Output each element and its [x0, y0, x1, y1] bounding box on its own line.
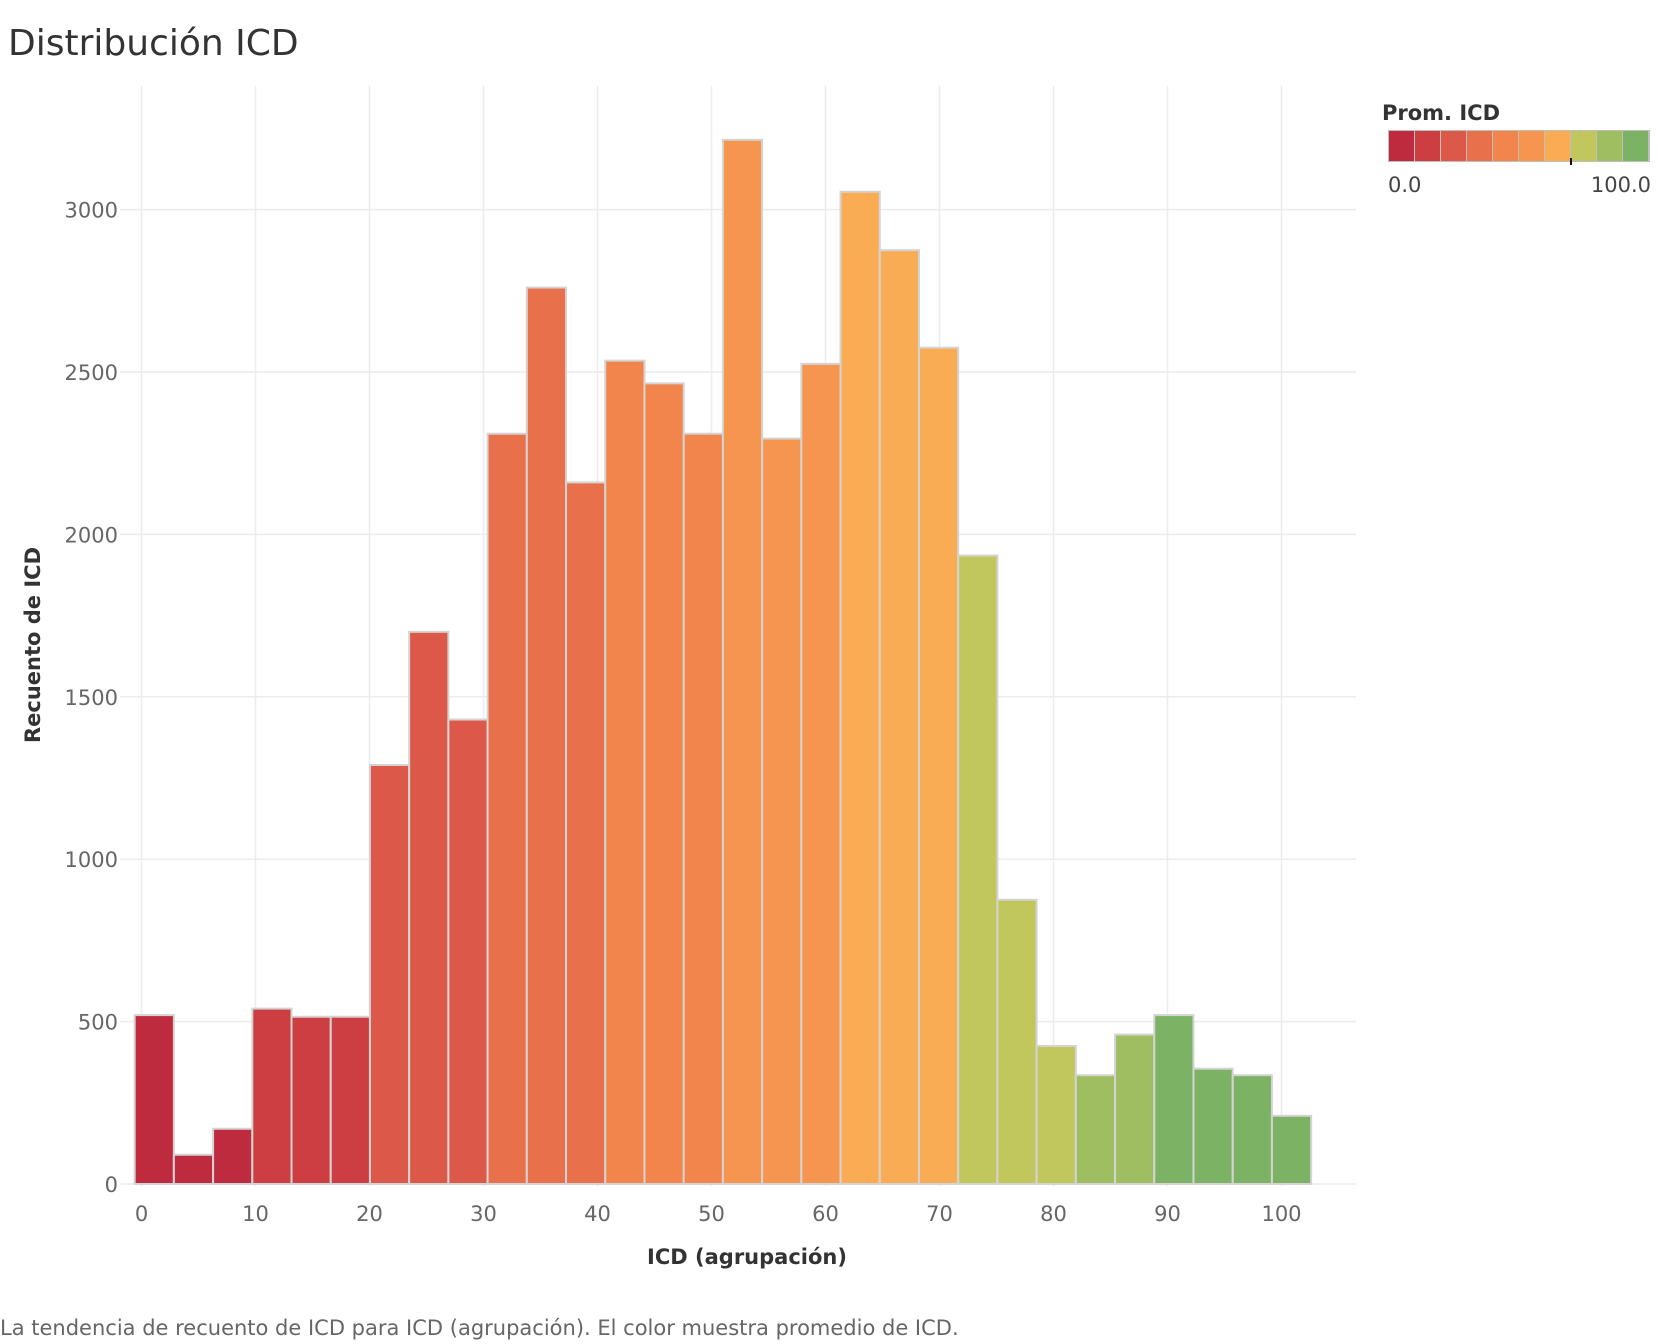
bar-12 [604, 359, 646, 1185]
legend-swatch-4 [1493, 131, 1518, 161]
x-tick-label-10: 100 [1261, 1202, 1301, 1226]
x-axis-ticks: 0 10 20 30 40 50 60 70 80 90 100 [135, 1202, 1302, 1226]
legend-swatch-2 [1441, 131, 1466, 161]
legend-swatch-6 [1545, 131, 1570, 161]
bar-26 [1153, 1014, 1195, 1185]
y-tick-label-4: 2000 [65, 523, 118, 547]
chart-title: Distribución ICD [8, 23, 299, 64]
legend-swatch-0 [1389, 131, 1414, 161]
y-tick-label-0: 0 [105, 1173, 118, 1197]
bar-19 [878, 249, 920, 1185]
y-tick-label-6: 3000 [65, 199, 118, 223]
bar-14 [682, 432, 724, 1186]
x-axis-label: ICD (agrupación) [647, 1245, 847, 1269]
y-axis-label: Recuento de ICD [21, 547, 45, 743]
bar-0 [133, 1014, 175, 1185]
bar-1 [172, 1153, 215, 1185]
x-tick-label-2: 20 [356, 1202, 383, 1226]
bar-9 [486, 432, 528, 1186]
x-tick-label-0: 0 [135, 1202, 148, 1226]
legend-swatch-1 [1415, 131, 1440, 161]
bar-5 [329, 1015, 371, 1186]
x-tick-label-7: 70 [926, 1202, 953, 1226]
y-tick-label-5: 2500 [65, 361, 118, 385]
y-tick-label-2: 1000 [65, 848, 118, 872]
bar-18 [839, 190, 881, 1185]
legend-swatches [1388, 130, 1650, 165]
bar-13 [643, 382, 685, 1186]
legend-min-label: 0.0 [1388, 173, 1421, 197]
x-tick-label-6: 60 [812, 1202, 839, 1226]
legend-swatch-5 [1519, 131, 1544, 161]
bar-3 [251, 1007, 293, 1185]
bar-10 [525, 286, 568, 1185]
x-tick-label-4: 40 [584, 1202, 611, 1226]
x-tick-label-3: 30 [470, 1202, 497, 1226]
y-tick-label-1: 500 [78, 1011, 118, 1035]
bar-22 [996, 898, 1038, 1185]
bar-24 [1074, 1074, 1117, 1186]
bar-20 [917, 346, 960, 1185]
bar-8 [447, 718, 489, 1185]
bar-6 [368, 764, 411, 1185]
legend-swatch-3 [1467, 131, 1492, 161]
bar-15 [721, 138, 764, 1186]
bar-17 [800, 362, 842, 1185]
y-axis-ticks: 0 500 1000 1500 2000 2500 3000 [65, 199, 118, 1197]
bar-29 [1270, 1114, 1313, 1185]
legend-title: Prom. ICD [1382, 101, 1500, 125]
bar-25 [1114, 1033, 1156, 1186]
bar-7 [408, 630, 450, 1185]
legend-swatch-8 [1597, 131, 1622, 161]
x-tick-label-5: 50 [698, 1202, 725, 1226]
x-tick-label-1: 10 [242, 1202, 269, 1226]
bar-27 [1192, 1067, 1234, 1186]
bar-28 [1231, 1074, 1273, 1186]
x-tick-label-9: 90 [1154, 1202, 1181, 1226]
bar-23 [1035, 1044, 1077, 1185]
histogram-bars [133, 138, 1313, 1186]
y-tick-label-3: 1500 [65, 686, 118, 710]
bar-4 [290, 1015, 332, 1186]
color-legend: Prom. ICD 0.0 100.0 [1382, 101, 1651, 197]
legend-max-label: 100.0 [1591, 173, 1651, 197]
chart-caption: La tendencia de recuento de ICD para ICD… [0, 1316, 959, 1340]
legend-swatch-9 [1623, 131, 1648, 161]
bar-11 [565, 481, 607, 1185]
x-tick-label-8: 80 [1040, 1202, 1067, 1226]
legend-swatch-7 [1571, 131, 1596, 161]
bar-16 [761, 437, 803, 1186]
bar-2 [212, 1127, 254, 1186]
bar-21 [957, 554, 999, 1185]
